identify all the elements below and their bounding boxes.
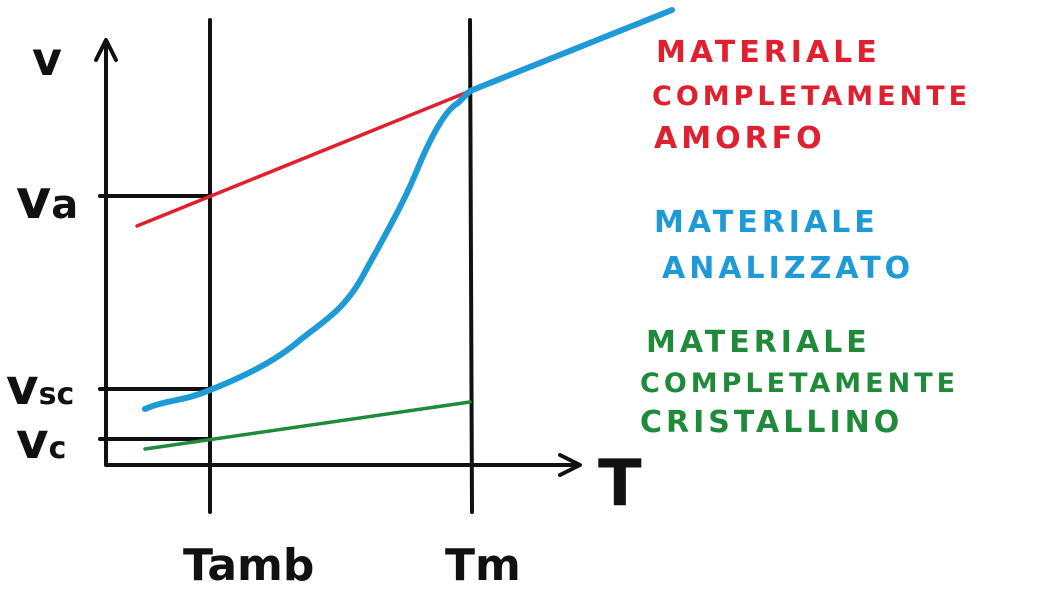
vc-label-main: v bbox=[16, 412, 49, 470]
analyzed-curve bbox=[142, 7, 675, 412]
tamb-label: Tamb bbox=[183, 540, 314, 591]
vsc-label-sub: sc bbox=[39, 377, 75, 412]
x-axis-label: T bbox=[598, 447, 642, 521]
va-label-sub: a bbox=[51, 182, 78, 228]
vsc-label-main: v bbox=[6, 358, 39, 416]
x-axis-arrow bbox=[558, 453, 582, 477]
amorphous-curve bbox=[135, 89, 472, 228]
legend-amorphous-line-3: AMORFO bbox=[654, 121, 826, 156]
legend-amorphous-line-2: COMPLETAMENTE bbox=[652, 81, 971, 112]
legend-amorphous-line-1: MATERIALE bbox=[656, 35, 881, 70]
va-label-main: v bbox=[16, 168, 51, 231]
y-axis-label: v bbox=[32, 32, 62, 86]
legend-amorphous: MATERIALE COMPLETAMENTE AMORFO bbox=[652, 35, 971, 156]
vc-label-sub: c bbox=[49, 431, 67, 466]
y-axis-arrow bbox=[94, 38, 118, 62]
tm-label: Tm bbox=[445, 540, 521, 591]
legend-crystalline: MATERIALE COMPLETAMENTE CRISTALLINO bbox=[640, 325, 959, 440]
va-label: va bbox=[16, 168, 78, 231]
tm-line bbox=[468, 18, 474, 514]
legend-analyzed: MATERIALE ANALIZZATO bbox=[654, 205, 914, 286]
vsc-label: vsc bbox=[6, 358, 74, 416]
legend-crystalline-line-3: CRISTALLINO bbox=[640, 405, 903, 440]
legend-analyzed-line-2: ANALIZZATO bbox=[662, 251, 914, 286]
vc-label: vc bbox=[16, 412, 66, 470]
crystalline-curve bbox=[143, 400, 472, 451]
legend-analyzed-line-1: MATERIALE bbox=[654, 205, 879, 240]
legend-crystalline-line-2: COMPLETAMENTE bbox=[640, 368, 959, 399]
legend-crystalline-line-1: MATERIALE bbox=[646, 325, 871, 360]
